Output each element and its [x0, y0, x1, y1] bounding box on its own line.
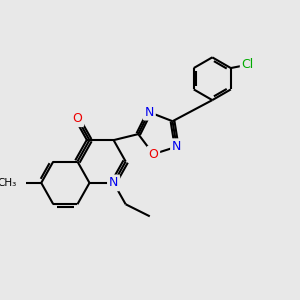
Text: Cl: Cl: [242, 58, 254, 71]
Text: N: N: [145, 106, 154, 119]
Text: O: O: [148, 148, 158, 160]
Text: O: O: [73, 112, 82, 125]
Text: CH₃: CH₃: [0, 178, 17, 188]
Text: N: N: [172, 140, 181, 153]
Text: N: N: [109, 176, 118, 189]
